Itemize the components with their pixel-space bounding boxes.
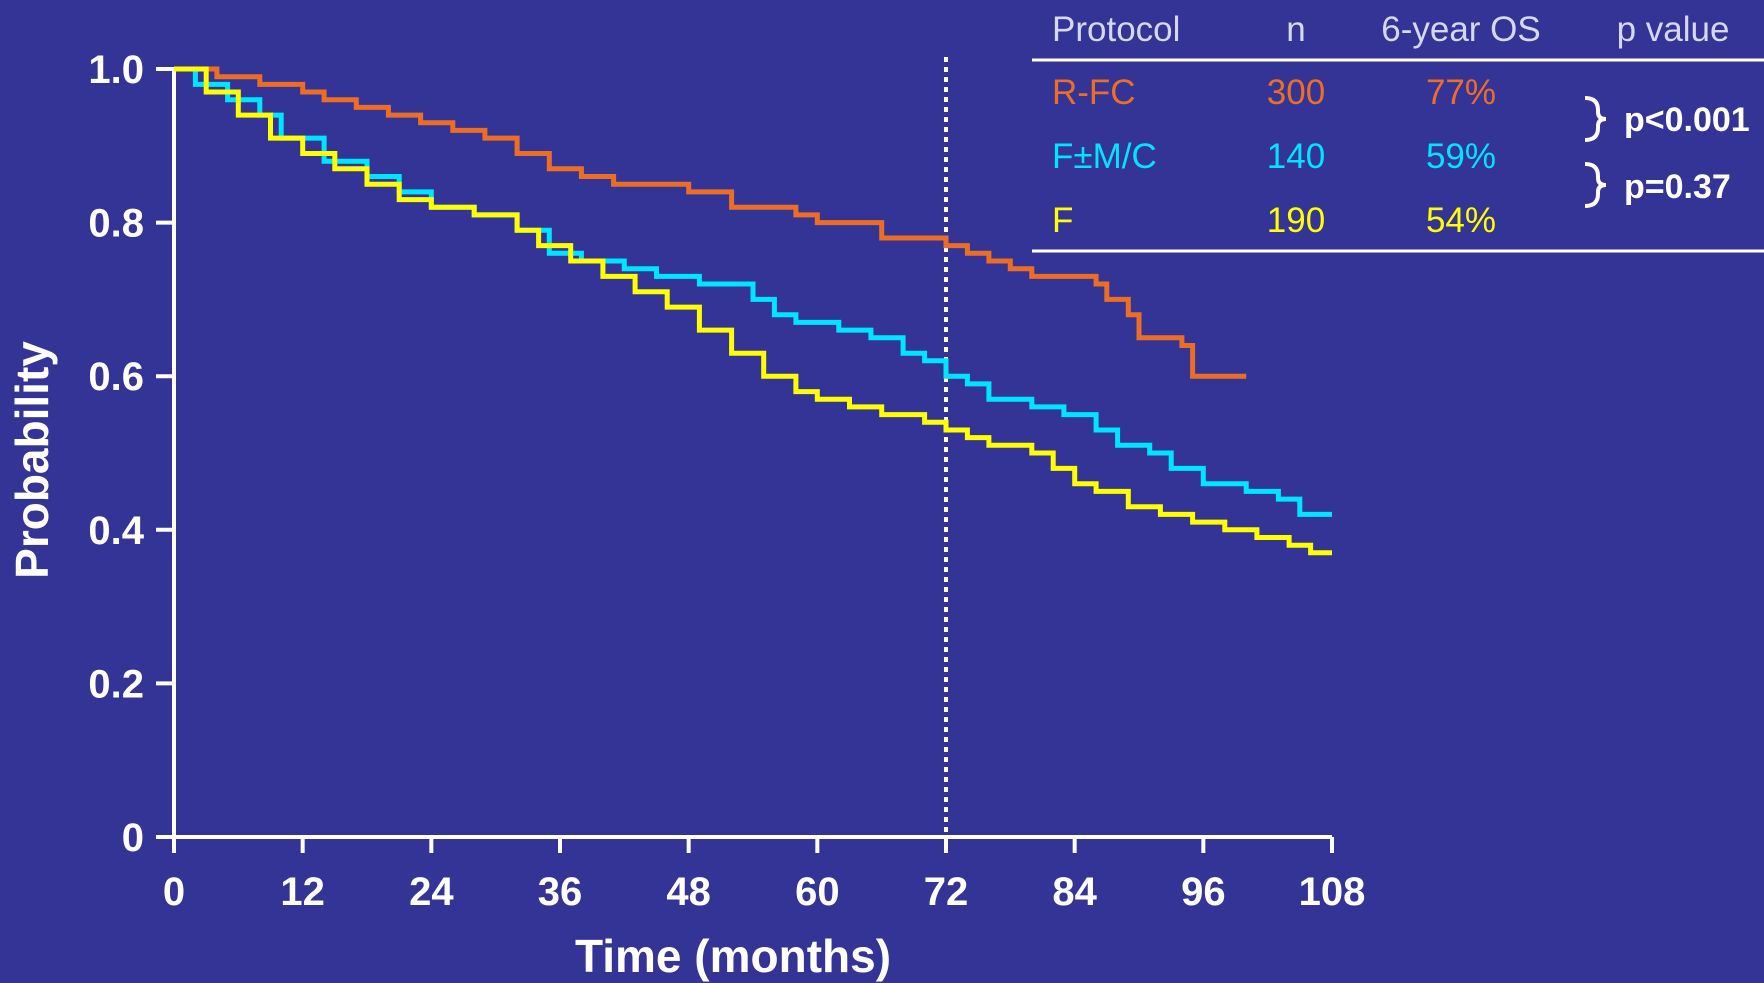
table-row-n: 300 — [1267, 73, 1325, 112]
x-tick-label: 48 — [666, 870, 711, 914]
x-axis-title: Time (months) — [575, 930, 891, 982]
p-value-label: p<0.001 — [1624, 101, 1750, 139]
x-tick-label: 84 — [1052, 870, 1097, 914]
y-tick-label: 0 — [122, 816, 144, 860]
table-row-n: 140 — [1267, 137, 1325, 176]
x-tick-label: 72 — [924, 870, 969, 914]
y-axis-title: Probability — [6, 341, 58, 579]
table-row-n: 190 — [1267, 201, 1325, 240]
table-header-os: 6-year OS — [1381, 10, 1541, 49]
p-value-label: p=0.37 — [1624, 168, 1731, 206]
x-tick-label: 108 — [1299, 870, 1366, 914]
axes: 0 0.2 0.4 0.6 0.8 1.0 0 12 24 36 48 60 72 84 96 108 — [88, 48, 1365, 914]
survival-curves — [174, 66, 1332, 556]
table-row-protocol: F±M/C — [1052, 137, 1157, 176]
y-tick-label: 0.8 — [88, 202, 144, 246]
table-row-os: 54% — [1426, 201, 1496, 240]
table-header-n: n — [1286, 10, 1305, 49]
survival-curve-F±M/C — [174, 66, 1332, 517]
table-row-os: 59% — [1426, 137, 1496, 176]
y-tick-label: 0.2 — [88, 662, 144, 706]
y-tick-label: 0.4 — [88, 509, 144, 553]
table-header-pvalue: p value — [1617, 10, 1730, 49]
survival-curve-R-FC — [174, 66, 1247, 379]
table-header-protocol: Protocol — [1052, 10, 1180, 49]
x-tick-label: 60 — [795, 870, 840, 914]
survival-curve-F — [174, 66, 1332, 556]
y-tick-label: 0.6 — [88, 355, 144, 399]
table-row-protocol: R-FC — [1052, 73, 1136, 112]
x-tick-label: 0 — [163, 870, 185, 914]
x-tick-label: 96 — [1181, 870, 1226, 914]
brace-icon — [1584, 96, 1607, 142]
x-tick-label: 36 — [538, 870, 583, 914]
y-tick-label: 1.0 — [88, 48, 144, 92]
brace-icon — [1584, 162, 1607, 208]
x-tick-label: 12 — [280, 870, 325, 914]
legend-table: Protocol n 6-year OS p value R-FC 300 77… — [1032, 10, 1764, 253]
x-tick-label: 24 — [409, 870, 454, 914]
table-row-os: 77% — [1426, 73, 1496, 112]
table-row-protocol: F — [1052, 201, 1073, 240]
